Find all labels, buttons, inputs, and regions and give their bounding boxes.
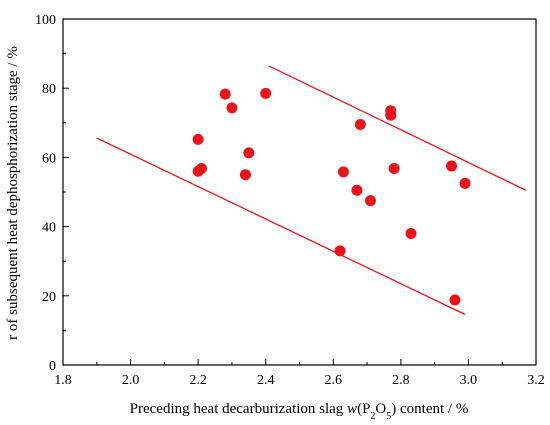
data-point <box>260 87 272 99</box>
x-tick-label: 1.8 <box>54 373 72 388</box>
data-point <box>364 195 376 207</box>
y-tick-label: 20 <box>42 290 56 305</box>
x-tick-label: 2.4 <box>257 373 275 388</box>
y-tick-label: 100 <box>35 13 56 28</box>
data-point <box>354 119 366 131</box>
x-tick-label: 2.0 <box>122 373 140 388</box>
data-point <box>405 228 417 240</box>
plot-frame <box>62 18 537 366</box>
data-point <box>446 160 458 172</box>
data-point <box>243 147 255 159</box>
y-tick-label: 60 <box>42 151 56 166</box>
x-tick-label: 3.0 <box>460 373 478 388</box>
y-axis-title: r of subsequent heat dephosphorization s… <box>5 46 21 340</box>
data-point <box>334 245 346 257</box>
data-point <box>192 133 204 145</box>
axis-ticks: 1.8 2.0 2.2 2.4 2.6 2.8 3.0 3.2 0 20 40 60 80 100 <box>35 13 545 388</box>
data-point <box>449 294 461 306</box>
y-tick-label: 80 <box>42 82 56 97</box>
x-tick-label: 3.2 <box>527 373 545 388</box>
x-tick-label: 2.6 <box>325 373 343 388</box>
data-point <box>351 184 363 196</box>
data-point <box>196 162 208 174</box>
x-tick-label: 2.8 <box>392 373 410 388</box>
data-point <box>226 102 238 114</box>
bound-line <box>268 65 527 191</box>
x-axis-title: Preceding heat decarburization slag w(P2… <box>130 401 469 422</box>
data-point <box>459 177 471 189</box>
y-tick-label: 40 <box>42 221 56 236</box>
bound-line <box>96 137 466 316</box>
data-point <box>219 88 231 100</box>
y-tick-label: 0 <box>49 359 56 374</box>
bound-lines <box>96 65 527 316</box>
x-tick-label: 2.2 <box>189 373 207 388</box>
data-point <box>239 169 251 181</box>
data-points <box>192 87 471 306</box>
data-point <box>388 162 400 174</box>
data-point <box>337 166 349 178</box>
data-point <box>385 109 397 121</box>
